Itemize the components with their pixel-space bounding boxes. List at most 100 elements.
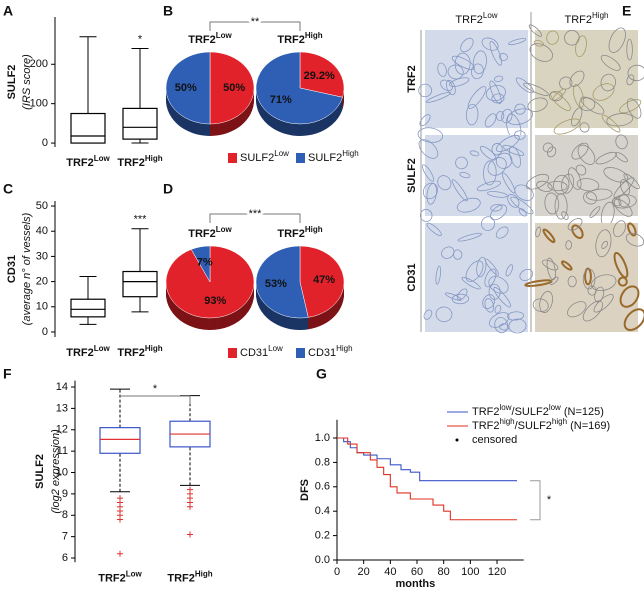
pie-title: TRF2Low	[188, 31, 232, 46]
y-axis-label: CD31	[6, 255, 18, 283]
x-axis-label: months	[395, 578, 435, 590]
tissue-texture	[495, 152, 513, 169]
y-tick-label: 30	[36, 250, 48, 262]
tissue-texture	[620, 179, 631, 196]
tissue-texture	[507, 108, 533, 126]
tissue-texture	[528, 24, 543, 37]
panel-letter: C	[3, 181, 13, 197]
tissue-texture	[601, 114, 621, 133]
tissue-texture	[417, 127, 444, 143]
y-axis-label: DFS	[299, 479, 311, 501]
tissue-texture	[479, 145, 497, 161]
panel-letter: F	[3, 366, 12, 382]
panel-letter: B	[163, 3, 173, 19]
tissue-texture	[418, 139, 439, 159]
tissue-texture	[542, 228, 556, 244]
tissue-texture	[449, 77, 470, 87]
tissue-texture	[505, 264, 514, 277]
pie-slice	[165, 51, 211, 125]
tissue-texture	[456, 197, 481, 213]
tissue-texture	[547, 180, 568, 192]
legend-label-part: SULF2	[308, 152, 342, 164]
annotation: *	[153, 383, 158, 395]
outlier	[187, 503, 193, 510]
tissue-texture	[490, 204, 508, 221]
legend-label-part: CD31	[240, 347, 268, 359]
legend-label-part: SULF2	[240, 152, 274, 164]
tissue-texture	[561, 260, 573, 271]
pie-slice	[255, 245, 309, 319]
legend-label-part: low	[549, 403, 561, 412]
x-tick-label: TRF2Low	[66, 344, 110, 359]
legend-label-part: Low	[274, 149, 289, 158]
legend-label-part: /SULF2	[512, 406, 549, 418]
pie-title: TRF2High	[277, 31, 322, 46]
tissue-texture	[600, 73, 616, 92]
tissue-texture	[627, 222, 637, 237]
tissue-texture	[490, 203, 503, 212]
tissue-texture	[457, 232, 483, 242]
annotation: *	[138, 33, 143, 45]
tissue-texture	[495, 134, 520, 153]
tissue-texture	[465, 260, 484, 282]
tissue-texture	[501, 108, 513, 124]
tissue-texture	[569, 70, 585, 87]
tissue-texture	[595, 229, 612, 258]
y-tick-label: 200	[30, 58, 48, 70]
column-header-part: High	[592, 11, 608, 20]
tissue-texture	[626, 98, 642, 119]
tissue-texture	[626, 38, 633, 61]
tissue-texture	[619, 99, 642, 114]
tissue-texture	[580, 96, 605, 115]
tissue-texture	[535, 226, 541, 238]
column-header-part: TRF2	[565, 14, 593, 26]
legend-label-part: Low	[268, 344, 283, 353]
tissue-texture	[567, 301, 587, 318]
x-tick-label-part: Low	[94, 344, 111, 353]
legend-swatch	[228, 153, 237, 163]
tissue-texture	[426, 183, 437, 205]
tissue-texture	[425, 91, 451, 103]
legend-label-part: (N=125)	[561, 406, 604, 418]
tissue-texture	[476, 180, 501, 192]
tissue-texture	[494, 316, 509, 334]
significance-bracket	[209, 213, 301, 223]
tissue-texture	[584, 267, 592, 286]
legend-swatch	[296, 153, 305, 163]
legend-dot	[455, 438, 459, 442]
tissue-texture	[583, 191, 598, 205]
tissue-texture	[587, 285, 597, 296]
box	[122, 270, 158, 298]
tissue-texture	[419, 209, 433, 222]
panel-letter: E	[622, 3, 631, 19]
legend-label: SULF2High	[308, 149, 359, 164]
pie-slice	[299, 51, 345, 98]
x-tick-label: TRF2Low	[98, 569, 142, 584]
survival-curve	[337, 437, 518, 482]
tissue-texture	[496, 111, 505, 121]
x-tick-label: 0	[334, 566, 340, 578]
legend-swatch	[296, 348, 305, 358]
legend-swatch	[228, 348, 237, 358]
x-tick-label-part: TRF2	[167, 572, 195, 584]
tissue-texture	[508, 38, 527, 46]
tissue-texture	[623, 308, 644, 331]
tissue-texture	[426, 222, 442, 237]
legend-label: SULF2Low	[240, 149, 289, 164]
tissue-texture	[453, 249, 463, 260]
pie-slice	[209, 51, 255, 125]
tissue-texture	[435, 265, 442, 285]
box	[99, 427, 141, 454]
tissue-texture	[472, 50, 487, 75]
y-tick-label: 20	[36, 275, 48, 287]
tissue-texture	[489, 80, 502, 105]
tissue-texture	[459, 171, 471, 179]
tissue-texture	[544, 192, 560, 215]
tissue-texture	[495, 226, 509, 239]
tissue-texture	[484, 268, 497, 288]
tissue-texture	[507, 311, 524, 321]
tissue-texture	[451, 293, 470, 305]
tissue-texture	[575, 35, 587, 58]
column-header: TRF2Low	[455, 11, 497, 26]
tissue-texture	[488, 312, 510, 328]
